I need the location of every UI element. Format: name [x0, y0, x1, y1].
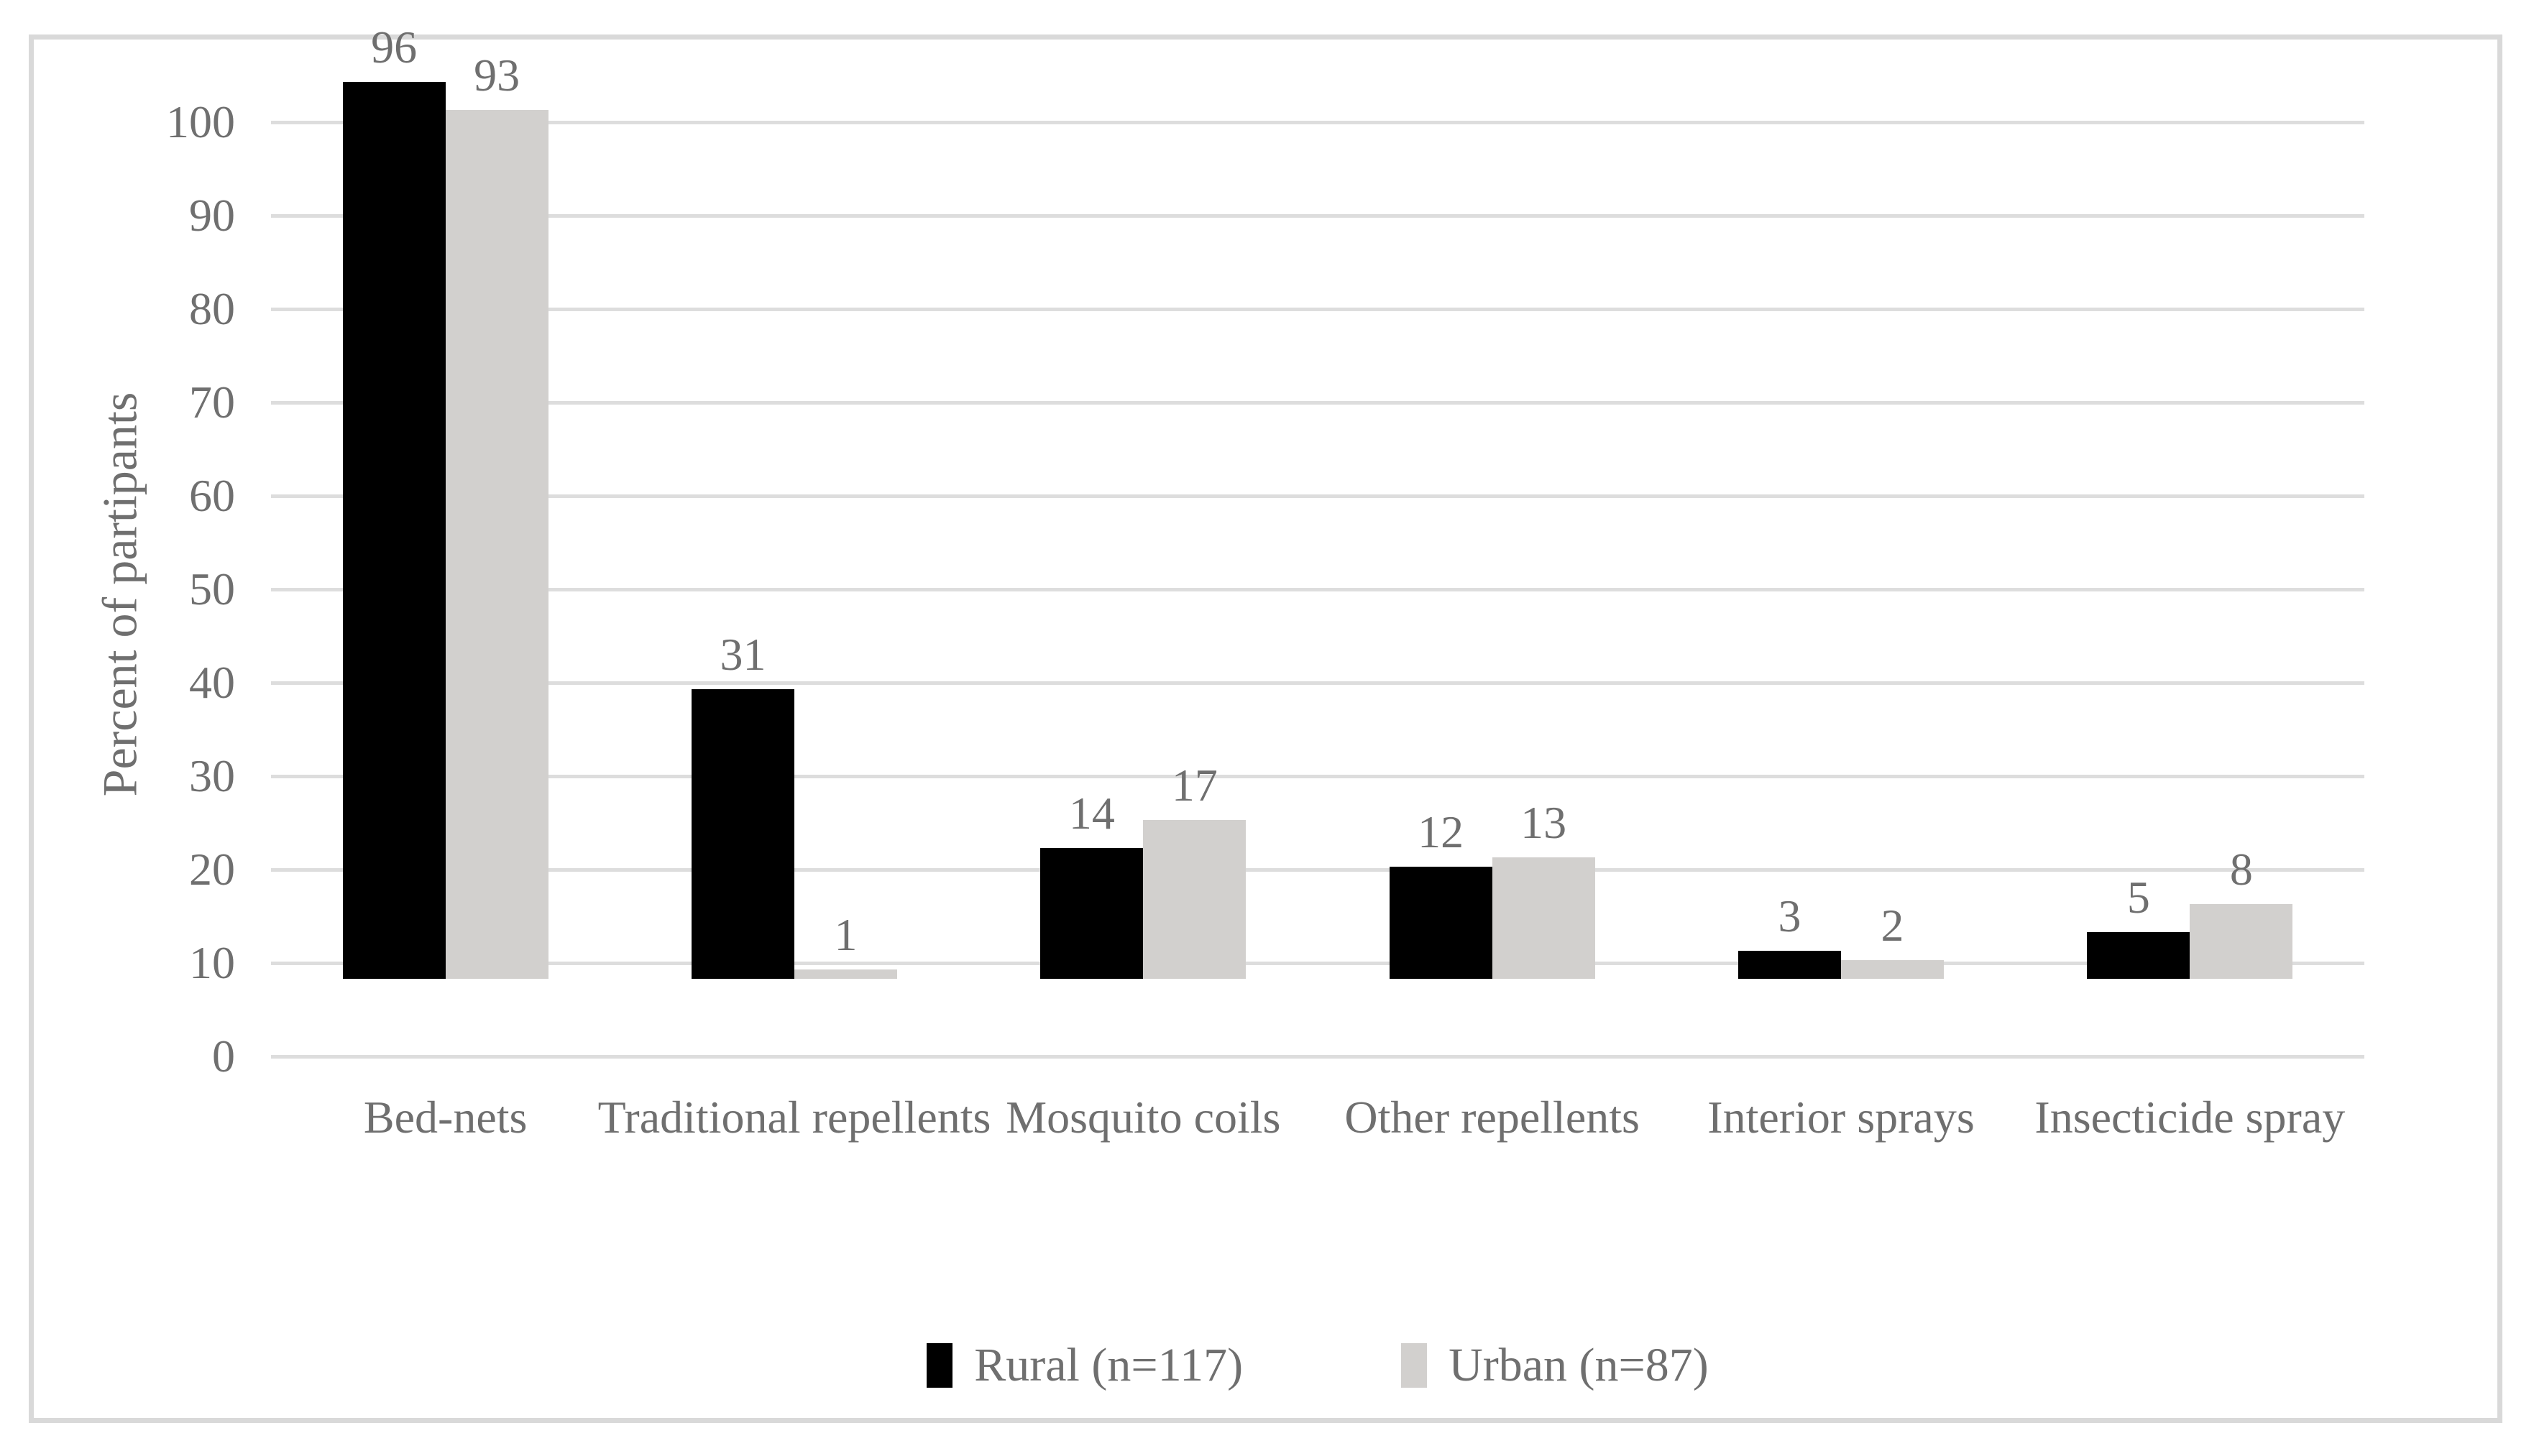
y-tick-label-0: 0	[212, 1031, 235, 1082]
category-label-mosquito-coils: Mosquito coils	[1006, 1092, 1281, 1143]
value-label-urban-n-87--other-repellents: 13	[1520, 797, 1567, 848]
bar-rural-n-117--insecticide-spray	[2087, 932, 2190, 979]
gridline-10	[271, 962, 2364, 965]
bar-wrap-rural-n-117--other-repellents: 12	[1389, 806, 1492, 979]
category-label-bed-nets: Bed-nets	[363, 1092, 528, 1143]
gridline-70	[271, 401, 2364, 405]
y-tick-label-40: 40	[189, 657, 235, 708]
y-axis-title: Percent of partipants	[92, 392, 147, 797]
bar-wrap-urban-n-87--mosquito-coils: 17	[1143, 760, 1247, 979]
bar-wrap-urban-n-87--bed-nets: 93	[445, 50, 548, 979]
bar-wrap-rural-n-117--mosquito-coils: 14	[1040, 788, 1144, 979]
gridline-60	[271, 494, 2364, 498]
bar-urban-n-87--mosquito-coils	[1143, 820, 1247, 979]
legend-swatch-urban	[1401, 1343, 1428, 1388]
bar-group-bed-nets: 96 93	[271, 24, 620, 979]
y-tick-label-10: 10	[189, 937, 235, 988]
value-label-rural-n-117--interior-sprays: 3	[1778, 890, 1801, 941]
value-label-rural-n-117--mosquito-coils: 14	[1068, 788, 1115, 839]
legend: Rural (n=117) Urban (n=87)	[271, 1330, 2364, 1401]
gridline-40	[271, 681, 2364, 685]
gridline-20	[271, 868, 2364, 872]
legend-item-rural: Rural (n=117)	[927, 1342, 1243, 1389]
bar-group-mosquito-coils: 14 17	[969, 762, 1318, 979]
bar-wrap-rural-n-117--interior-sprays: 3	[1737, 890, 1841, 979]
bar-wrap-urban-n-87--traditional-repellents: 1	[794, 912, 897, 979]
value-label-urban-n-87--interior-sprays: 2	[1881, 900, 1904, 951]
legend-label-urban: Urban (n=87)	[1449, 1339, 1709, 1391]
gridline-0	[271, 1055, 2364, 1059]
y-tick-label-70: 70	[189, 377, 235, 428]
bar-wrap-rural-n-117--traditional-repellents: 31	[691, 629, 794, 979]
value-label-rural-n-117--other-repellents: 12	[1418, 806, 1464, 857]
bar-urban-n-87--bed-nets	[445, 110, 548, 979]
y-tick-label-100: 100	[166, 96, 235, 147]
y-tick-label-20: 20	[189, 844, 235, 895]
value-label-rural-n-117--bed-nets: 96	[371, 22, 418, 73]
bar-rural-n-117--bed-nets	[342, 82, 446, 979]
chart-frame: Percent of partipants 0 10 20 30 40 50 60 70 80 9…	[29, 24, 2502, 1423]
bar-group-traditional-repellents: 31 1	[620, 632, 968, 979]
y-tick-label-30: 30	[189, 750, 235, 801]
value-label-rural-n-117--traditional-repellents: 31	[720, 629, 766, 680]
bar-urban-n-87--other-repellents	[1492, 857, 1595, 979]
legend-swatch-rural	[927, 1343, 953, 1388]
gridline-80	[271, 308, 2364, 311]
bar-wrap-rural-n-117--insecticide-spray: 5	[2087, 875, 2190, 979]
bar-rural-n-117--other-repellents	[1389, 867, 1492, 979]
value-label-rural-n-117--insecticide-spray: 5	[2126, 872, 2150, 923]
bar-urban-n-87--traditional-repellents	[794, 969, 897, 979]
y-tick-label-90: 90	[189, 190, 235, 241]
value-label-urban-n-87--traditional-repellents: 1	[834, 909, 858, 960]
gridline-50	[271, 588, 2364, 591]
bar-rural-n-117--mosquito-coils	[1040, 848, 1144, 979]
gridline-30	[271, 775, 2364, 778]
category-label-interior-sprays: Interior sprays	[1707, 1092, 1975, 1143]
value-label-urban-n-87--insecticide-spray: 8	[2229, 844, 2253, 895]
bar-wrap-rural-n-117--bed-nets: 96	[342, 22, 446, 979]
y-tick-label-60: 60	[189, 470, 235, 521]
value-label-urban-n-87--mosquito-coils: 17	[1171, 760, 1218, 811]
bar-urban-n-87--insecticide-spray	[2190, 904, 2293, 979]
y-tick-label-80: 80	[189, 283, 235, 334]
bar-wrap-urban-n-87--interior-sprays: 2	[1840, 900, 1944, 979]
gridline-90	[271, 214, 2364, 218]
bar-urban-n-87--interior-sprays	[1840, 960, 1944, 979]
category-label-other-repellents: Other repellents	[1344, 1092, 1640, 1143]
value-label-urban-n-87--bed-nets: 93	[474, 50, 520, 101]
bar-rural-n-117--traditional-repellents	[691, 689, 794, 979]
y-tick-label-50: 50	[189, 563, 235, 614]
category-label-traditional-repellents: Traditional repellents	[597, 1092, 991, 1143]
bar-rural-n-117--interior-sprays	[1737, 951, 1841, 979]
gridline-100	[271, 121, 2364, 124]
bar-wrap-urban-n-87--other-repellents: 13	[1492, 800, 1595, 979]
legend-item-urban: Urban (n=87)	[1401, 1342, 1709, 1389]
category-label-insecticide-spray: Insecticide spray	[2034, 1092, 2346, 1143]
bar-group-other-repellents: 12 13	[1318, 800, 1666, 979]
bar-wrap-urban-n-87--insecticide-spray: 8	[2190, 844, 2293, 979]
legend-label-rural: Rural (n=117)	[974, 1339, 1244, 1391]
